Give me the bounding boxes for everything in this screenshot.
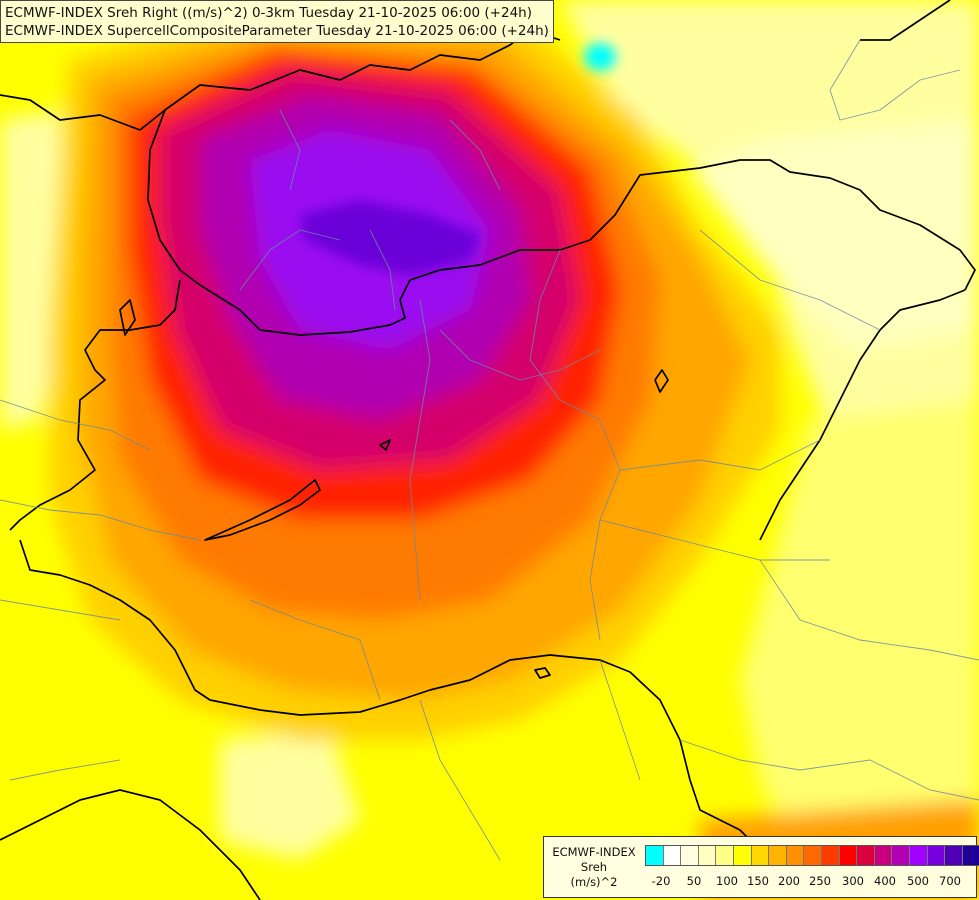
map-title-line-2: ECMWF-INDEX SupercellCompositeParameter … <box>5 23 549 39</box>
legend-swatch <box>927 846 946 865</box>
legend-swatch <box>874 846 893 865</box>
map-title-line-1: ECMWF-INDEX Sreh Right ((m/s)^2) 0-3km T… <box>5 5 532 21</box>
legend-tick-label: 500 <box>907 874 929 888</box>
legend-unit: (m/s)^2 <box>570 875 618 889</box>
legend-swatch <box>804 846 822 865</box>
map-title-box: ECMWF-INDEX Sreh Right ((m/s)^2) 0-3km T… <box>0 0 554 43</box>
legend-tick-label: 150 <box>747 874 769 888</box>
legend-swatch <box>945 846 963 865</box>
legend-swatch <box>751 846 770 865</box>
legend-parameter: Sreh <box>580 860 608 874</box>
legend-source: ECMWF-INDEX <box>552 845 636 859</box>
legend-tick-label: 50 <box>686 874 702 888</box>
legend-swatch <box>821 846 840 865</box>
legend-tick-label: 400 <box>874 874 896 888</box>
color-legend: ECMWF-INDEX Sreh (m/s)^2 -20 50 100 150 200 2… <box>543 836 979 898</box>
legend-swatch <box>733 846 752 865</box>
legend-title: ECMWF-INDEX Sreh (m/s)^2 <box>548 845 640 890</box>
legend-swatch <box>892 846 910 865</box>
legend-swatch <box>857 846 875 865</box>
legend-tick-labels: -20 50 100 150 200 250 300 400 500 700 <box>544 874 976 890</box>
legend-tick-label: 300 <box>842 874 864 888</box>
legend-swatch <box>962 846 979 865</box>
legend-tick-label: -20 <box>651 874 671 888</box>
legend-tick-label: 100 <box>716 874 738 888</box>
legend-swatch <box>786 846 805 865</box>
legend-swatch <box>663 846 682 865</box>
legend-tick-label: 200 <box>778 874 800 888</box>
legend-swatch <box>698 846 717 865</box>
legend-color-bar <box>645 845 979 866</box>
legend-tick-label: 250 <box>809 874 831 888</box>
legend-swatch <box>716 846 734 865</box>
legend-tick-label: 700 <box>939 874 961 888</box>
legend-swatch <box>909 846 928 865</box>
region-lines <box>0 39 979 861</box>
legend-swatch <box>646 846 664 865</box>
legend-swatch <box>769 846 787 865</box>
legend-swatch <box>681 846 699 865</box>
legend-swatch <box>839 846 858 865</box>
field-core <box>300 43 616 275</box>
